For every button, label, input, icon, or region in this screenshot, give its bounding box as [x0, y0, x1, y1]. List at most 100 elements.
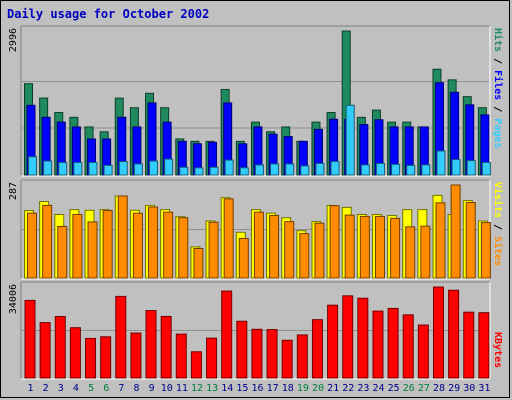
kbytes-bar: [402, 314, 414, 379]
x-tick-label: 5: [88, 383, 94, 394]
pages-bar: [330, 161, 340, 176]
legend-kbytes: KBytes: [492, 332, 503, 368]
kbytes-bar: [85, 337, 97, 379]
sites-bar: [359, 215, 370, 279]
x-tick-label: 28: [433, 383, 445, 394]
pages-bar: [375, 162, 385, 176]
y-axis-max-label: 287: [8, 182, 19, 200]
kbytes-bar: [221, 290, 233, 379]
kbytes-bar: [236, 320, 248, 379]
pages-bar: [164, 158, 174, 176]
kbytes-bar: [160, 315, 172, 379]
legend-separator: /: [492, 100, 503, 118]
kbytes-bar: [448, 289, 460, 379]
kbytes-bar: [357, 297, 369, 379]
x-tick-label: 6: [103, 383, 109, 394]
x-tick-label: 12: [191, 383, 203, 394]
pages-bar: [194, 167, 204, 176]
sites-bar: [27, 212, 37, 279]
kbytes-bar: [54, 315, 66, 379]
x-tick-label: 15: [236, 383, 248, 394]
x-tick-label: 29: [448, 383, 460, 394]
sites-bar: [405, 226, 416, 279]
legend-visits: Visits: [492, 182, 504, 218]
sites-bar: [253, 211, 264, 279]
legend-files: Files: [492, 70, 504, 100]
kbytes-bar: [130, 332, 142, 379]
pages-bar: [270, 163, 280, 176]
sites-bar: [117, 195, 128, 279]
sites-bar: [299, 233, 310, 279]
x-tick-label: 3: [58, 383, 64, 394]
sites-bar: [163, 211, 174, 279]
kbytes-bar: [342, 295, 354, 379]
sites-bar: [238, 237, 249, 279]
sites-bar: [435, 202, 446, 279]
sites-bar: [223, 198, 234, 279]
pages-bar: [391, 163, 401, 176]
x-tick-label: 17: [267, 383, 279, 394]
x-tick-label: 22: [342, 383, 354, 394]
kbytes-bar: [190, 351, 202, 379]
sites-bar: [329, 205, 340, 279]
x-tick-label: 8: [133, 383, 139, 394]
kbytes-bar: [327, 304, 339, 379]
sites-bar: [269, 214, 280, 279]
kbytes-bar: [432, 286, 444, 379]
x-tick-label: 1: [28, 383, 34, 394]
y-axis-max-label: 2996: [8, 28, 19, 52]
pages-bar: [300, 165, 310, 176]
x-tick-label: 30: [463, 383, 475, 394]
legend-separator: /: [492, 218, 503, 236]
sites-bar: [314, 222, 325, 279]
x-tick-label: 4: [73, 383, 79, 394]
kbytes-bar: [311, 319, 323, 379]
kbytes-bar: [69, 327, 81, 379]
pages-bar: [360, 164, 370, 176]
kbytes-bar: [266, 329, 278, 379]
x-tick-label: 21: [327, 383, 339, 394]
legend-separator: /: [492, 52, 503, 70]
sites-bar: [102, 210, 113, 279]
x-tick-label: 26: [403, 383, 415, 394]
pages-bar: [406, 164, 416, 176]
x-tick-label: 16: [251, 383, 263, 394]
legend-sites: Sites: [492, 236, 504, 266]
kbytes-bar: [372, 310, 384, 379]
sites-bar: [465, 201, 476, 279]
x-tick-label: 14: [221, 383, 233, 394]
pages-bar: [43, 160, 53, 176]
pages-bar: [481, 162, 491, 176]
kbytes-bar: [39, 322, 51, 379]
sites-bar: [374, 215, 385, 279]
pages-bar: [224, 159, 234, 176]
sites-bar: [72, 213, 83, 279]
pages-bar: [466, 160, 476, 176]
sites-bar: [208, 221, 219, 279]
kbytes-bar: [281, 339, 293, 379]
x-tick-label: 13: [206, 383, 218, 394]
x-tick-label: 24: [373, 383, 385, 394]
sites-bar: [450, 184, 461, 279]
pages-bar: [209, 166, 219, 176]
x-tick-label: 20: [312, 383, 324, 394]
kbytes-bar: [463, 311, 475, 379]
pages-bar: [239, 167, 249, 176]
sites-bar: [193, 248, 204, 279]
sites-bar: [480, 222, 491, 279]
kbytes-bar: [417, 324, 429, 379]
legend-hits: Hits: [492, 28, 504, 52]
pages-bar: [421, 164, 431, 176]
kbytes-bar: [296, 334, 308, 379]
pages-bar: [103, 164, 113, 176]
sites-bar: [42, 204, 53, 279]
pages-bar: [133, 163, 143, 176]
x-tick-label: 9: [149, 383, 155, 394]
pages-bar: [451, 159, 461, 176]
pages-bar: [345, 104, 355, 176]
sites-bar: [344, 214, 355, 279]
pages-bar: [179, 166, 189, 176]
kbytes-bar: [100, 336, 112, 379]
legend: KBytes: [492, 332, 503, 368]
sites-bar: [132, 212, 143, 279]
